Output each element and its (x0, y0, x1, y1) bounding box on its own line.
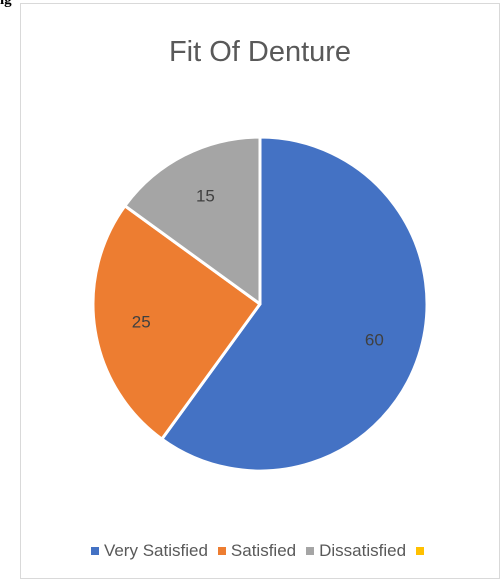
legend-label: Very Satisfied (103, 541, 208, 560)
data-label: 25 (132, 312, 151, 331)
legend-swatch (90, 547, 99, 555)
legend: Very Satisfied Satisfied Dissatisfied (21, 541, 499, 561)
legend-swatch (217, 547, 226, 555)
legend-item (416, 541, 429, 561)
pie-slice-very-satisfied (160, 135, 429, 473)
figure-caption: ig (0, 0, 12, 8)
legend-item: Dissatisfied (306, 541, 406, 561)
legend-label: Satisfied (230, 541, 297, 560)
pie-slice-satisfied (91, 204, 262, 441)
legend-item: Satisfied (217, 541, 297, 561)
pie-chart: 60 25 15 (91, 135, 429, 473)
legend-swatch (416, 547, 425, 555)
legend-swatch (306, 547, 315, 555)
data-label: 60 (365, 331, 384, 350)
legend-item: Very Satisfied (90, 541, 208, 561)
chart-frame: Fit Of Denture 60 25 15 Very Satisfied Sati… (20, 3, 500, 579)
chart-title: Fit Of Denture (168, 36, 352, 68)
pie-slice-dissatisfied (123, 135, 262, 306)
data-label: 15 (196, 186, 215, 205)
legend-label: Dissatisfied (319, 541, 407, 560)
